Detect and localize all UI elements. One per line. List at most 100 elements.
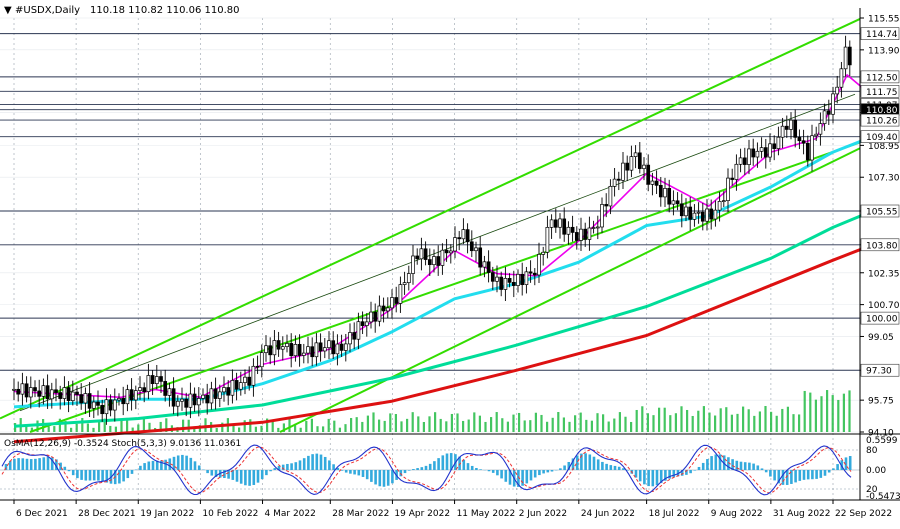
candle-body bbox=[113, 400, 116, 410]
candle-body bbox=[685, 207, 688, 216]
volume-bar bbox=[115, 427, 117, 432]
price-level-label: 112.50 bbox=[866, 73, 898, 83]
candle-body bbox=[554, 220, 557, 227]
osma-bar bbox=[261, 470, 264, 479]
osma-bar bbox=[559, 468, 562, 470]
ohlc-readout: 110.18 110.82 110.06 110.80 bbox=[90, 5, 240, 16]
candle-body bbox=[395, 298, 398, 304]
candle-body bbox=[218, 392, 221, 399]
date-tick-label: 22 Sep 2022 bbox=[835, 509, 892, 519]
osma-bar bbox=[97, 470, 100, 481]
candle-body bbox=[88, 394, 91, 409]
osma-bar bbox=[496, 470, 499, 475]
osma-bar bbox=[534, 470, 537, 477]
date-tick-label: 11 May 2022 bbox=[457, 509, 516, 519]
candle-body bbox=[714, 210, 717, 219]
candle-body bbox=[588, 228, 591, 239]
volume-bar bbox=[305, 421, 307, 432]
candle-body bbox=[21, 384, 24, 394]
osma-bar bbox=[820, 470, 823, 478]
osma-bar bbox=[849, 456, 852, 470]
volume-bar bbox=[344, 424, 346, 432]
volume-bar bbox=[92, 428, 94, 432]
candle-body bbox=[802, 141, 805, 144]
date-tick-label: 18 Jul 2022 bbox=[649, 509, 700, 519]
collapse-icon[interactable]: ▼ bbox=[4, 5, 12, 16]
osma-bar bbox=[127, 470, 130, 478]
candle-body bbox=[559, 219, 562, 227]
volume-bar bbox=[496, 412, 498, 432]
volume-bar bbox=[652, 415, 654, 432]
candle-body bbox=[63, 388, 66, 399]
candle-body bbox=[412, 256, 415, 274]
volume-bar bbox=[356, 417, 358, 432]
date-tick-label: 19 Apr 2022 bbox=[394, 509, 450, 519]
candle-body bbox=[580, 229, 583, 240]
candle-body bbox=[466, 230, 469, 242]
candle-body bbox=[626, 163, 629, 170]
osma-bar bbox=[76, 470, 79, 478]
candle-body bbox=[680, 204, 683, 216]
candle-body bbox=[227, 388, 230, 396]
osma-bar bbox=[597, 459, 600, 470]
candle-body bbox=[185, 399, 188, 407]
osma-bar bbox=[391, 470, 394, 483]
candle-body bbox=[538, 254, 541, 275]
osma-bar bbox=[328, 460, 331, 470]
volume-bar bbox=[837, 400, 839, 432]
volume-bar bbox=[328, 419, 330, 432]
volume-bar bbox=[417, 416, 419, 432]
volume-bar bbox=[585, 420, 587, 432]
candle-body bbox=[307, 347, 310, 353]
price-level-label: 114.74 bbox=[866, 30, 898, 40]
osma-bar bbox=[639, 470, 642, 481]
candle-body bbox=[743, 158, 746, 165]
volume-bar bbox=[591, 421, 593, 432]
candle-body bbox=[475, 248, 478, 251]
osma-bar bbox=[290, 463, 293, 470]
candle-body bbox=[722, 201, 725, 202]
volume-bar bbox=[568, 422, 570, 432]
candle-body bbox=[122, 398, 125, 403]
candle-body bbox=[521, 274, 524, 284]
osma-bar bbox=[794, 470, 797, 482]
osma-bar bbox=[803, 470, 806, 480]
price-level-label: 111.75 bbox=[866, 88, 898, 98]
candle-body bbox=[256, 366, 259, 367]
candle-body bbox=[109, 400, 112, 410]
volume-bar bbox=[428, 416, 430, 432]
candle-body bbox=[441, 250, 444, 265]
symbol-label: #USDX,Daily bbox=[15, 5, 80, 16]
candle-body bbox=[445, 250, 448, 253]
candle-body bbox=[71, 392, 74, 401]
volume-bar bbox=[748, 409, 750, 432]
candle-body bbox=[231, 380, 234, 395]
date-tick-label: 2 Jun 2022 bbox=[519, 509, 567, 519]
volume-bar bbox=[400, 421, 402, 432]
osma-bar bbox=[332, 464, 335, 470]
osma-bar bbox=[446, 454, 449, 470]
candle-body bbox=[193, 394, 196, 405]
date-tick-label: 19 Jan 2022 bbox=[140, 509, 194, 519]
candle-body bbox=[244, 377, 247, 382]
osma-bar bbox=[244, 470, 247, 485]
osma-bar bbox=[828, 470, 831, 473]
candle-body bbox=[361, 322, 364, 326]
volume-bar bbox=[832, 395, 834, 432]
osma-bar bbox=[836, 464, 839, 470]
osma-bar bbox=[408, 470, 411, 471]
date-tick-label: 4 Mar 2022 bbox=[265, 509, 316, 519]
osma-bar bbox=[761, 468, 764, 470]
osma-bar bbox=[832, 468, 835, 470]
volume-bar bbox=[703, 406, 705, 432]
candle-body bbox=[340, 344, 343, 350]
candle-body bbox=[311, 347, 314, 357]
osma-bar bbox=[190, 458, 193, 470]
osma-bar bbox=[194, 461, 197, 470]
osma-bar bbox=[64, 467, 67, 470]
osma-bar bbox=[17, 458, 20, 470]
price-tick-label: 108.95 bbox=[868, 142, 900, 152]
candle-body bbox=[630, 157, 633, 171]
osma-bar bbox=[80, 470, 83, 480]
osma-bar bbox=[593, 457, 596, 470]
